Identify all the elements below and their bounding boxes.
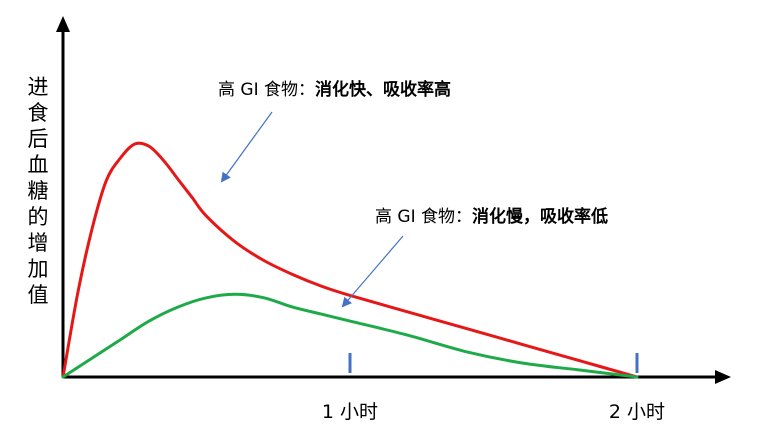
annotation-fast-prefix: 高 GI 食物： [218, 80, 315, 100]
annotation-slow-prefix: 高 GI 食物： [375, 207, 472, 227]
series-line-red [61, 141, 639, 379]
x-axis-ticks: 1 小时 2 小时 [322, 353, 665, 423]
annotation-fast: 高 GI 食物：消化快、吸收率高 [218, 79, 451, 100]
y-axis-label-char: 血 [28, 153, 49, 177]
y-axis-label-char: 增 [28, 231, 49, 255]
x-tick-label-1: 1 小时 [322, 401, 378, 423]
y-axis-label-char: 值 [28, 283, 49, 307]
y-axis-label-char: 的 [28, 205, 49, 229]
y-axis-label-char: 加 [28, 257, 49, 281]
series-group [61, 141, 639, 379]
series-line-green [61, 292, 639, 379]
annotation-arrow-fast [220, 111, 273, 183]
y-axis-label-char: 进 [28, 75, 49, 99]
annotation-slow: 高 GI 食物：消化慢，吸收率低 [375, 206, 608, 227]
axes [56, 16, 731, 384]
x-axis-arrowhead [715, 370, 731, 384]
annotation-arrows [220, 111, 404, 308]
annotation-arrow-slow [341, 235, 404, 308]
y-axis-label-char: 食 [28, 101, 49, 125]
y-axis-label-char: 糖 [28, 179, 49, 203]
x-tick-label-2: 2 小时 [609, 401, 665, 423]
annotation-fast-text: 消化快、吸收率高 [315, 79, 451, 100]
y-axis-arrowhead [56, 16, 70, 32]
annotation-slow-text: 消化慢，吸收率低 [472, 206, 608, 227]
y-axis-label-char: 后 [28, 127, 49, 151]
